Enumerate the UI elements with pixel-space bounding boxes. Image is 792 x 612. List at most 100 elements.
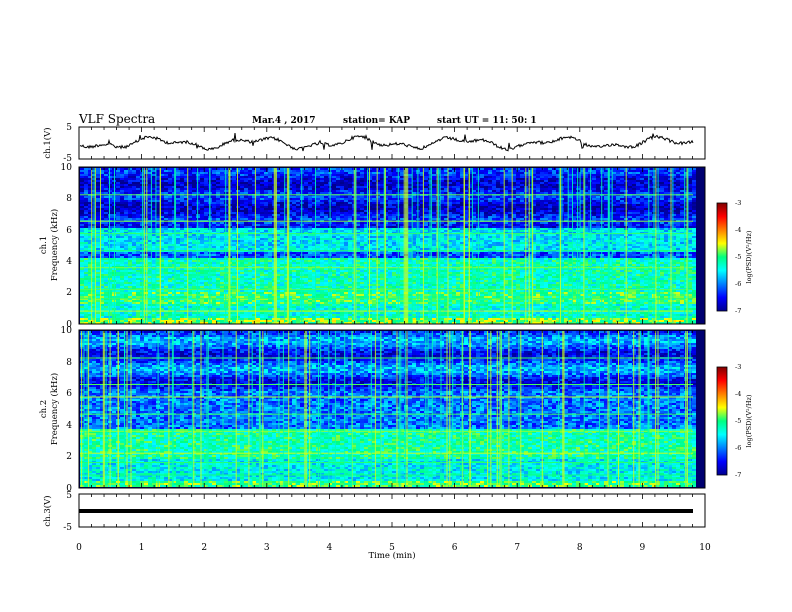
spectrogram-cell xyxy=(304,206,308,208)
spectrogram-cell xyxy=(264,186,268,188)
spectrogram-cell xyxy=(140,222,144,224)
spectrogram-cell xyxy=(80,178,84,180)
spectrogram-cell xyxy=(616,178,620,180)
spectrogram-cell xyxy=(400,212,404,214)
spectrogram-cell xyxy=(692,186,696,188)
spectrogram-cell xyxy=(400,226,404,228)
spectrogram-cell xyxy=(124,230,128,232)
spectrogram-cell xyxy=(188,176,192,178)
spectrogram-cell xyxy=(348,180,352,182)
spectrogram-cell xyxy=(120,214,124,216)
spectrogram-cell xyxy=(220,222,224,224)
spectrogram-cell xyxy=(216,222,220,224)
spectrogram-cell xyxy=(244,192,248,194)
spectrogram-cell xyxy=(660,224,664,226)
spectrogram-cell xyxy=(292,180,296,182)
spectrogram-cell xyxy=(124,184,128,186)
spectrogram-cell xyxy=(248,208,252,210)
spectrogram-cell xyxy=(688,198,692,200)
spectrogram-cell xyxy=(692,196,696,198)
spectrogram-cell xyxy=(316,206,320,208)
spectrogram-cell xyxy=(192,218,196,220)
spectrogram-cell xyxy=(200,230,204,232)
spectrogram-cell xyxy=(232,214,236,216)
spectrogram-cell xyxy=(164,200,168,202)
spectrogram-cell xyxy=(176,216,180,218)
spectrogram-cell xyxy=(604,204,608,206)
spectrogram-cell xyxy=(324,172,328,174)
spectrogram-cell xyxy=(316,218,320,220)
spectrogram-cell xyxy=(132,170,136,172)
spectrogram-cell xyxy=(380,168,384,170)
spectrogram-cell xyxy=(552,168,556,170)
spectrogram-cell xyxy=(344,176,348,178)
spectrogram-cell xyxy=(264,226,268,228)
spectrogram-cell xyxy=(220,218,224,220)
spectrogram-cell xyxy=(128,172,132,174)
spectrogram-cell xyxy=(220,188,224,190)
spectrogram-cell xyxy=(500,224,504,226)
spectrogram-cell xyxy=(268,204,272,206)
spectrogram-cell xyxy=(632,186,636,188)
spectrogram-cell xyxy=(452,190,456,192)
spectrogram-cell xyxy=(616,172,620,174)
spectrogram-cell xyxy=(540,214,544,216)
spectrogram-cell xyxy=(616,180,620,182)
spectrogram-cell xyxy=(492,180,496,182)
spectrogram-cell xyxy=(268,202,272,204)
spectrogram-cell xyxy=(332,188,336,190)
spectrogram-cell xyxy=(616,206,620,208)
spectrogram-cell xyxy=(408,180,412,182)
spectrogram-cell xyxy=(604,212,608,214)
spectrogram-cell xyxy=(308,186,312,188)
spectrogram-cell xyxy=(664,230,668,232)
spectrogram-cell xyxy=(376,182,380,184)
spectrogram-cell xyxy=(104,188,108,190)
spectrogram-cell xyxy=(564,170,568,172)
spectrogram-cell xyxy=(340,230,344,232)
spectrogram-cell xyxy=(344,204,348,206)
spectrogram-cell xyxy=(240,192,244,194)
spectrogram-cell xyxy=(496,218,500,220)
spectrogram-cell xyxy=(280,178,284,180)
spectrogram-cell xyxy=(544,198,548,200)
spectrogram-cell xyxy=(268,210,272,212)
spectrogram-cell xyxy=(592,218,596,220)
spectrogram-cell xyxy=(120,226,124,228)
spectrogram-cell xyxy=(596,216,600,218)
spectrogram-cell xyxy=(136,222,140,224)
spectrogram-cell xyxy=(324,210,328,212)
spectrogram-cell xyxy=(188,172,192,174)
spectrogram-cell xyxy=(220,198,224,200)
spectrogram-cell xyxy=(640,174,644,176)
spectrogram-cell xyxy=(392,180,396,182)
spectrogram-cell xyxy=(480,182,484,184)
spectrogram-cell xyxy=(596,210,600,212)
spectrogram-cell xyxy=(636,184,640,186)
spectrogram-cell xyxy=(324,182,328,184)
spectrogram-cell xyxy=(320,196,324,198)
spectrogram-cell xyxy=(488,204,492,206)
spectrogram-cell xyxy=(180,204,184,206)
spectrogram-cell xyxy=(392,198,396,200)
spectrogram-cell xyxy=(484,202,488,204)
spectrogram-cell xyxy=(220,204,224,206)
spectrogram-cell xyxy=(628,206,632,208)
spectrogram-cell xyxy=(492,168,496,170)
spectrogram-cell xyxy=(268,212,272,214)
spectrogram-cell xyxy=(204,198,208,200)
spectrogram-cell xyxy=(84,184,88,186)
spectrogram-cell xyxy=(256,180,260,182)
spectrogram-cell xyxy=(120,170,124,172)
spectrogram-cell xyxy=(636,188,640,190)
spectrogram-cell xyxy=(268,178,272,180)
spectrogram-cell xyxy=(452,186,456,188)
spectrogram-cell xyxy=(156,188,160,190)
spectrogram-cell xyxy=(480,178,484,180)
spectrogram-cell xyxy=(688,228,692,230)
spectrogram-cell xyxy=(248,182,252,184)
spectrogram-cell xyxy=(136,216,140,218)
spectrogram-cell xyxy=(628,190,632,192)
spectrogram-cell xyxy=(596,192,600,194)
spectrogram-cell xyxy=(632,178,636,180)
